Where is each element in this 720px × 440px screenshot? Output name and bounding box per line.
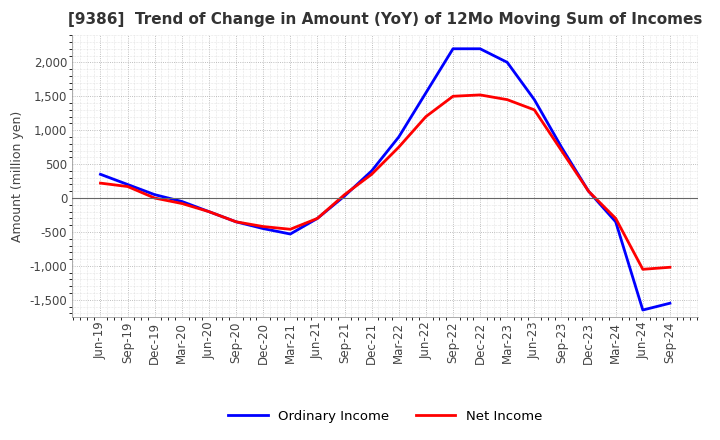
Line: Ordinary Income: Ordinary Income [101, 49, 670, 310]
Ordinary Income [503, 60, 511, 65]
Net Income [584, 189, 593, 194]
Ordinary Income [584, 189, 593, 194]
Ordinary Income [421, 90, 430, 95]
Net Income [313, 216, 322, 221]
Ordinary Income [313, 216, 322, 221]
Net Income [150, 195, 159, 201]
Net Income [530, 107, 539, 113]
Ordinary Income [665, 301, 674, 306]
Ordinary Income [96, 172, 105, 177]
Net Income [503, 97, 511, 103]
Net Income [341, 192, 349, 197]
Ordinary Income [449, 46, 457, 51]
Ordinary Income [150, 192, 159, 197]
Title: [9386]  Trend of Change in Amount (YoY) of 12Mo Moving Sum of Incomes: [9386] Trend of Change in Amount (YoY) o… [68, 12, 703, 27]
Ordinary Income [611, 219, 620, 224]
Net Income [421, 114, 430, 119]
Ordinary Income [341, 193, 349, 198]
Ordinary Income [639, 308, 647, 313]
Ordinary Income [530, 97, 539, 103]
Ordinary Income [259, 226, 268, 231]
Net Income [557, 148, 566, 153]
Ordinary Income [476, 46, 485, 51]
Net Income [178, 201, 186, 206]
Ordinary Income [123, 182, 132, 187]
Net Income [286, 227, 294, 232]
Net Income [449, 94, 457, 99]
Ordinary Income [286, 231, 294, 237]
Net Income [232, 219, 240, 224]
Ordinary Income [367, 168, 376, 173]
Net Income [395, 144, 403, 150]
Net Income [639, 267, 647, 272]
Net Income [665, 264, 674, 270]
Ordinary Income [395, 134, 403, 139]
Net Income [259, 224, 268, 229]
Net Income [367, 172, 376, 177]
Ordinary Income [178, 199, 186, 204]
Net Income [96, 180, 105, 186]
Net Income [204, 209, 213, 214]
Legend: Ordinary Income, Net Income: Ordinary Income, Net Income [222, 405, 548, 429]
Y-axis label: Amount (million yen): Amount (million yen) [11, 110, 24, 242]
Ordinary Income [204, 209, 213, 214]
Line: Net Income: Net Income [101, 95, 670, 269]
Net Income [476, 92, 485, 98]
Net Income [611, 216, 620, 221]
Ordinary Income [232, 219, 240, 224]
Ordinary Income [557, 144, 566, 150]
Net Income [123, 184, 132, 189]
